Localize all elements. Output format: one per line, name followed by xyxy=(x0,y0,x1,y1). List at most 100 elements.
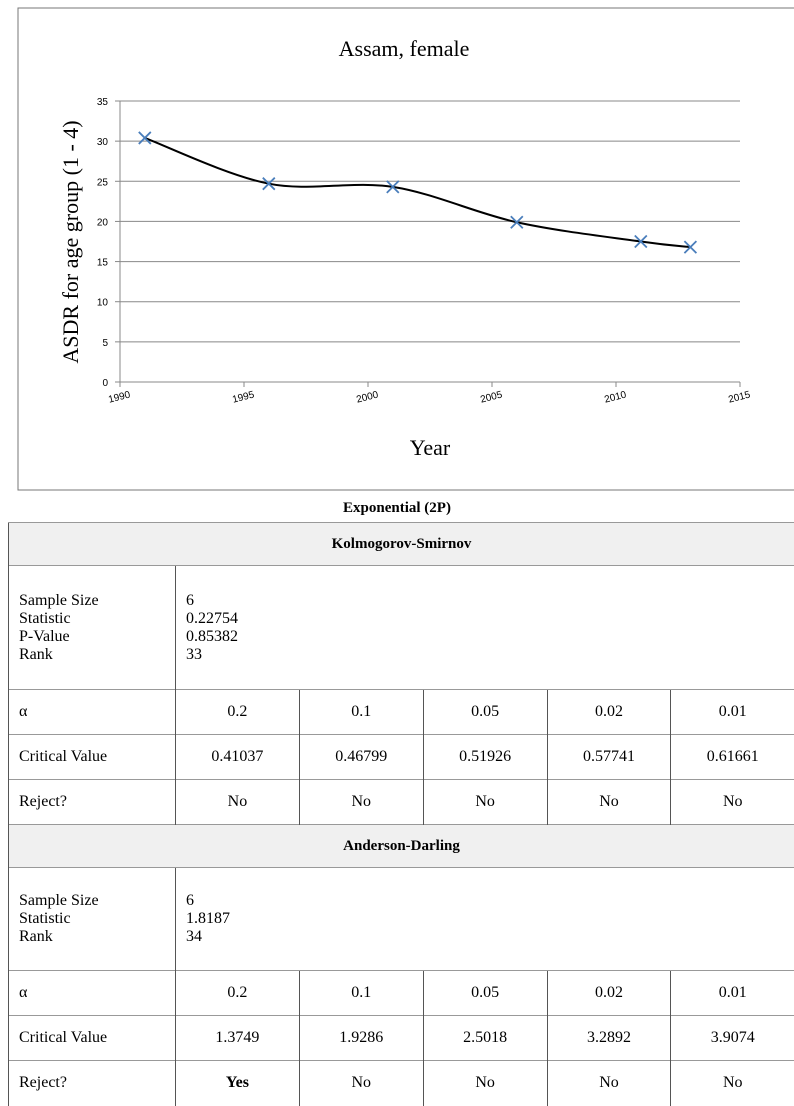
cell-text: No xyxy=(723,793,743,810)
cell-text: No xyxy=(599,793,619,810)
cell-text: Critical Value xyxy=(19,748,107,765)
table-cell: 3.2892 xyxy=(547,1016,671,1061)
table-cell: 0.05 xyxy=(423,690,547,735)
cell-text: 0.01 xyxy=(719,703,747,720)
table-cell: 1.9286 xyxy=(299,1016,423,1061)
cell-text: No xyxy=(723,1074,743,1091)
cell-text: Yes xyxy=(226,1074,249,1091)
table-cell: No xyxy=(176,780,300,825)
x-tick-label: 1995 xyxy=(231,389,256,405)
table-cell: 0.51926 xyxy=(423,735,547,780)
table-cell: α xyxy=(9,971,176,1016)
table-cell: Critical Value xyxy=(9,1016,176,1061)
table-cell: No xyxy=(547,780,671,825)
cell-text: 0.02 xyxy=(595,703,623,720)
cell-text: 2.5018 xyxy=(463,1029,507,1046)
table-cell: 3.9074 xyxy=(671,1016,794,1061)
cell-text: 0.02 xyxy=(595,984,623,1001)
cell-text: 3.9074 xyxy=(711,1029,755,1046)
cell-text: 1.9286 xyxy=(339,1029,383,1046)
y-tick-label: 0 xyxy=(102,378,108,389)
cell-text: 0.57741 xyxy=(583,748,635,765)
table-cell: 0.05 xyxy=(423,971,547,1016)
table-cell: 0.57741 xyxy=(547,735,671,780)
chart-title: Assam, female xyxy=(339,36,470,61)
info-label: Statistic xyxy=(19,610,165,628)
table-cell: 0.2 xyxy=(176,971,300,1016)
cell-text: No xyxy=(475,1074,495,1091)
table-cell: 0.01 xyxy=(671,690,794,735)
test-title-text: Anderson-Darling xyxy=(343,838,460,854)
table-cell: 1.3749 xyxy=(176,1016,300,1061)
table-cell: No xyxy=(423,780,547,825)
cell-text: No xyxy=(352,793,372,810)
result-row: Critical Value 1.3749 1.9286 2.5018 3.2892 3.… xyxy=(9,1016,794,1061)
cell-text: 0.01 xyxy=(719,984,747,1001)
info-value: 1.8187 xyxy=(186,910,784,928)
y-tick-label: 5 xyxy=(102,338,108,349)
cell-text: Reject? xyxy=(19,1074,67,1091)
test-header: Kolmogorov-Smirnov xyxy=(9,523,794,566)
info-label: Rank xyxy=(19,928,165,946)
cell-text: 0.1 xyxy=(351,703,371,720)
cell-text: No xyxy=(475,793,495,810)
cell-text: 3.2892 xyxy=(587,1029,631,1046)
table-cell: No xyxy=(547,1061,671,1106)
cell-text: No xyxy=(352,1074,372,1091)
info-label: Rank xyxy=(19,646,165,664)
table-cell: 0.02 xyxy=(547,971,671,1016)
cell-text: α xyxy=(19,703,27,720)
data-marker xyxy=(139,132,151,144)
info-value: 34 xyxy=(186,928,784,946)
table-cell: 0.01 xyxy=(671,971,794,1016)
result-row: Critical Value 0.41037 0.46799 0.51926 0.577… xyxy=(9,735,794,780)
chart-frame xyxy=(18,8,794,490)
cell-text: Critical Value xyxy=(19,1029,107,1046)
info-label: P-Value xyxy=(19,628,165,646)
table-cell: 0.1 xyxy=(299,690,423,735)
cell-text: 0.46799 xyxy=(335,748,387,765)
y-tick-label: 25 xyxy=(97,177,109,188)
info-value: 33 xyxy=(186,646,784,664)
info-value: 0.85382 xyxy=(186,628,784,646)
table-cell: Yes xyxy=(176,1061,300,1106)
table-cell: No xyxy=(423,1061,547,1106)
cell-text: α xyxy=(19,984,27,1001)
result-row: α 0.2 0.1 0.05 0.02 0.01 xyxy=(9,690,794,735)
x-axis-label: Year xyxy=(410,435,451,460)
cell-text: 0.51926 xyxy=(459,748,511,765)
y-tick-label: 15 xyxy=(97,258,109,269)
cell-text: 1.3749 xyxy=(215,1029,259,1046)
result-row: Reject? No No No No No xyxy=(9,780,794,825)
table-cell: No xyxy=(671,1061,794,1106)
cell-text: 0.05 xyxy=(471,984,499,1001)
table-cell: 0.61661 xyxy=(671,735,794,780)
cell-text: 0.05 xyxy=(471,703,499,720)
cell-text: Reject? xyxy=(19,793,67,810)
cell-text: No xyxy=(599,1074,619,1091)
table-cell: 0.46799 xyxy=(299,735,423,780)
caption: Exponential (2P) xyxy=(0,500,794,517)
table-cell: No xyxy=(299,1061,423,1106)
chart: Assam, female Year ASDR for age group (1… xyxy=(0,0,794,500)
cell-text: 0.2 xyxy=(227,703,247,720)
x-tick-label: 1990 xyxy=(107,389,132,405)
cell-text: 0.41037 xyxy=(211,748,263,765)
y-tick-label: 10 xyxy=(97,298,109,309)
table-cell: 2.5018 xyxy=(423,1016,547,1061)
info-label: Statistic xyxy=(19,910,165,928)
y-tick-label: 35 xyxy=(97,97,109,108)
x-tick-label: 2005 xyxy=(479,389,504,405)
result-row: Reject? Yes No No No No xyxy=(9,1061,794,1106)
table-cell: No xyxy=(299,780,423,825)
table-cell: No xyxy=(671,780,794,825)
x-tick-label: 2000 xyxy=(355,389,380,405)
